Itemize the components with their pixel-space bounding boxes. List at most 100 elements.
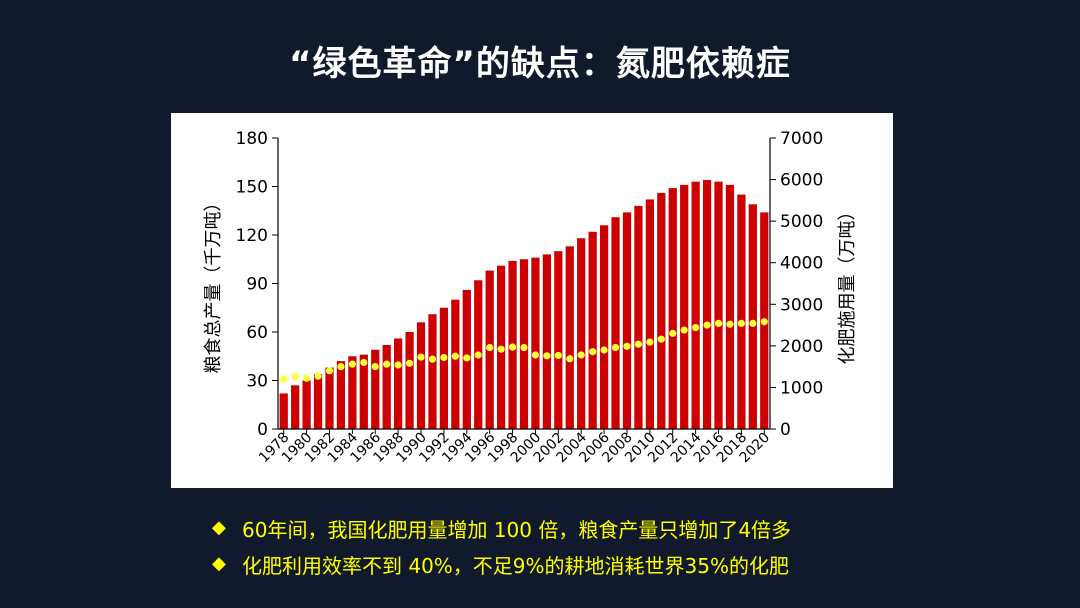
diamond-icon: ◆ (212, 553, 226, 574)
point-2013 (680, 326, 688, 334)
bullet-list: ◆ 60年间，我国化肥用量增加 100 倍，粮食产量只增加了4倍多 ◆ 化肥利用… (212, 510, 1012, 582)
point-2014 (692, 323, 700, 332)
bar-2001 (542, 254, 552, 429)
slide-title: “绿色革命”的缺点：氮肥依赖症 (289, 44, 791, 84)
point-1993 (451, 352, 459, 360)
point-1979 (291, 373, 299, 381)
y-left-tick-label: 180 (236, 129, 268, 149)
y-right-axis-title: 化肥施用量（万吨） (837, 203, 858, 365)
y-right-tick-label: 1000 (780, 378, 823, 398)
y-left-tick-label: 0 (257, 420, 268, 440)
bullet-text-2: 化肥利用效率不到 40%，不足9%的耕地消耗世界35%的化肥 (242, 553, 789, 578)
point-1996 (486, 343, 494, 352)
bar-2010 (645, 199, 654, 429)
point-1978 (280, 375, 288, 383)
point-2016 (714, 319, 723, 328)
y-left-tick-label: 30 (246, 372, 268, 392)
bar-2014 (691, 181, 700, 429)
y-right-tick-label: 4000 (780, 254, 823, 274)
bullet-item-1: ◆ 60年间，我国化肥用量增加 100 倍，粮食产量只增加了4倍多 (212, 510, 1012, 546)
point-2010 (646, 338, 654, 346)
bar-2018 (737, 194, 746, 429)
point-2009 (634, 340, 643, 348)
point-1989 (405, 359, 414, 367)
bar-2002 (554, 251, 563, 429)
bullet-item-2: ◆ 化肥利用效率不到 40%，不足9%的耕地消耗世界35%的化肥 (212, 546, 1012, 582)
point-1983 (337, 363, 345, 371)
y-left-tick-label: 60 (246, 323, 268, 343)
bar-1988 (394, 338, 403, 429)
bar-1992 (439, 307, 449, 429)
bar-1990 (416, 322, 426, 429)
bar-1987 (382, 344, 391, 429)
y-right-tick-label: 5000 (780, 212, 823, 232)
bar-1982 (325, 367, 334, 429)
bullet-text-1: 60年间，我国化肥用量增加 100 倍，粮食产量只增加了4倍多 (242, 517, 792, 542)
bar-2009 (634, 205, 643, 429)
point-2007 (611, 343, 620, 352)
bar-1978 (279, 393, 288, 429)
bar-1980 (302, 380, 311, 429)
bar-2005 (588, 231, 597, 429)
bar-2007 (611, 217, 620, 429)
y-right-tick-label: 3000 (780, 295, 823, 315)
bar-1985 (359, 354, 368, 429)
y-right-tick-label: 2000 (780, 337, 823, 357)
bar-1986 (371, 349, 380, 429)
chart-panel: 0 30 60 90 120 150 180 0 1000 2000 3000 4000 5000 600… (171, 113, 893, 488)
point-2003 (566, 355, 574, 363)
y-left-axis-title: 粮食总产量（千万吨） (203, 194, 224, 374)
point-1994 (463, 354, 471, 362)
point-2002 (554, 351, 562, 360)
bar-2013 (680, 184, 689, 429)
bar-2003 (565, 246, 574, 429)
point-1990 (417, 353, 425, 361)
point-1980 (303, 374, 311, 382)
point-1997 (497, 345, 505, 353)
point-1991 (428, 355, 437, 363)
bar-2004 (577, 238, 586, 429)
bar-1989 (405, 332, 414, 429)
bar-2008 (622, 212, 632, 429)
point-1992 (440, 353, 448, 362)
point-1986 (371, 363, 379, 371)
y-right-tick-label: 7000 (780, 129, 823, 149)
point-1999 (520, 343, 528, 352)
point-2018 (737, 319, 745, 328)
point-2004 (577, 351, 585, 359)
bar-1984 (348, 356, 357, 429)
bar-2016 (714, 181, 723, 429)
bar-2012 (668, 188, 677, 429)
bar-1993 (451, 299, 460, 429)
point-2020 (760, 318, 768, 326)
point-2008 (623, 342, 631, 350)
point-1988 (394, 361, 402, 369)
bar-1981 (313, 374, 323, 429)
fertilizer-grain-chart: 0 30 60 90 120 150 180 0 1000 2000 3000 4000 5000 600… (203, 129, 858, 466)
point-1982 (325, 367, 334, 375)
point-1995 (474, 351, 482, 359)
point-1998 (508, 343, 517, 351)
point-2005 (589, 348, 597, 356)
y-left-tick-label: 90 (246, 275, 268, 295)
point-2015 (703, 321, 711, 329)
point-2006 (600, 346, 608, 354)
y-left-tick-label: 120 (236, 226, 268, 246)
point-1984 (348, 360, 356, 368)
bar-1991 (428, 314, 437, 429)
point-1985 (360, 358, 368, 367)
point-2001 (543, 352, 551, 360)
bar-2011 (657, 192, 666, 429)
bar-2015 (702, 180, 712, 429)
diamond-icon: ◆ (212, 517, 226, 538)
bar-2000 (531, 257, 540, 429)
bar-1983 (336, 361, 346, 429)
y-right-tick-label: 6000 (780, 171, 823, 191)
bar-2017 (725, 184, 735, 429)
point-2000 (531, 351, 540, 359)
point-2019 (749, 319, 757, 328)
point-2011 (657, 335, 665, 343)
bar-2019 (748, 204, 757, 429)
y-right-tick-label: 0 (780, 420, 791, 440)
bar-1979 (291, 385, 300, 429)
